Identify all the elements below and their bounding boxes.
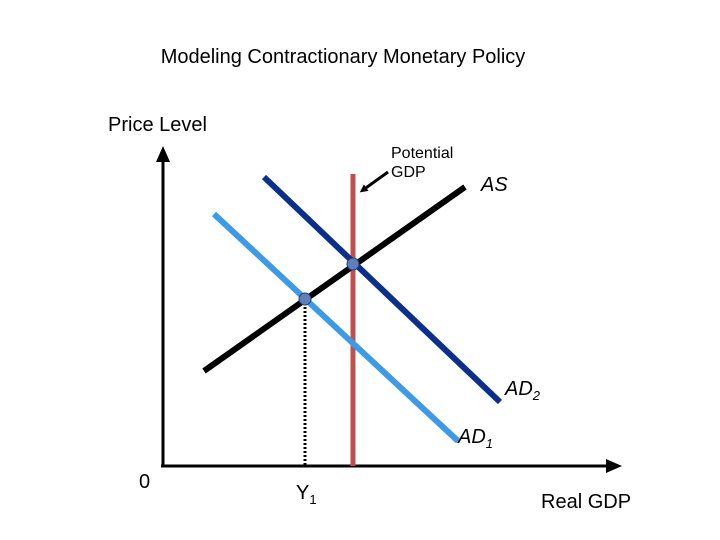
origin-label: 0 [139, 471, 151, 493]
x-axis-label: Real GDP [541, 491, 632, 513]
as-label: AS [481, 174, 508, 196]
y-axis-arrow-icon [156, 146, 170, 162]
potential-gdp-label: Potential GDP [391, 145, 454, 181]
as-curve [202, 184, 467, 374]
ad1-curve [211, 211, 461, 444]
ad2-label: AD2 [505, 378, 541, 403]
ad2-curve [261, 174, 503, 405]
y1-label: Y1 [296, 482, 317, 507]
equilibrium-point-ad1 [298, 292, 312, 306]
ad1-label: AD1 [458, 426, 494, 451]
y-axis-label: Price Level [108, 114, 207, 136]
equilibrium-point-ad2 [346, 257, 360, 271]
x-axis-arrow-icon [606, 459, 622, 473]
diagram-title: Modeling Contractionary Monetary Policy [160, 46, 526, 68]
potential-gdp-pointer-arrow [359, 170, 389, 193]
